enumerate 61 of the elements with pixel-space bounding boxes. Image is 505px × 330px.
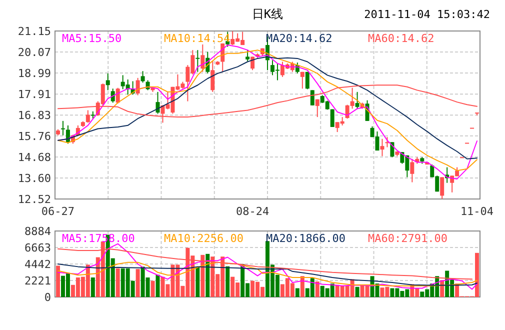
y-tick-label: 16.83	[18, 108, 51, 122]
text: MA60:2791.00	[368, 232, 448, 245]
bar	[156, 274, 160, 297]
y-tick-label: 8884	[24, 224, 52, 238]
chart-subtitle: 2011-11-04 15:03:42	[364, 8, 490, 21]
candlestick	[140, 70, 145, 84]
candlestick	[390, 142, 394, 158]
candlestick	[156, 91, 160, 114]
series-label: MA10:2256.00	[164, 232, 244, 245]
text: MA60:14.62	[368, 32, 434, 45]
y-tick-label: 18.99	[18, 66, 51, 80]
y-tick-label: 17.91	[18, 88, 51, 101]
candlestick	[385, 136, 390, 148]
y-tick-label: 21.15	[18, 24, 51, 38]
candlestick	[196, 50, 200, 72]
bar	[116, 268, 120, 297]
candlestick	[440, 176, 444, 200]
candlestick	[305, 71, 310, 90]
y-tick-label: 0	[44, 290, 51, 304]
y-tick-label: 14.68	[18, 150, 51, 164]
y-tick-label: 12.52	[18, 192, 51, 206]
bar	[315, 282, 320, 297]
candlestick	[410, 158, 414, 183]
y-tick-label: 15.76	[18, 130, 51, 143]
bar	[226, 266, 230, 297]
bar	[300, 276, 304, 297]
y-tick-label: 13.60	[18, 172, 51, 185]
bar	[56, 266, 60, 297]
chart-title: 日K线	[252, 7, 284, 21]
candlestick	[106, 72, 110, 91]
candlestick	[300, 71, 304, 90]
y-tick-label: 4442	[24, 258, 51, 271]
bar	[295, 288, 300, 297]
y-tick-label: 2221	[24, 274, 51, 288]
bar	[206, 254, 210, 297]
candlestick	[200, 44, 205, 72]
candlestick	[380, 138, 384, 157]
y-tick-label: 6663	[24, 241, 51, 254]
candlestick	[66, 124, 70, 144]
candlestick	[330, 108, 334, 128]
candlestick	[250, 56, 255, 71]
text: MA20:1866.00	[266, 232, 346, 245]
bar	[196, 266, 200, 297]
x-tick-label: 06-27	[41, 205, 75, 218]
candlestick	[210, 60, 215, 92]
candlestick	[315, 98, 320, 118]
candlestick	[60, 120, 65, 136]
line-series	[57, 243, 478, 290]
x-tick-label: 11-04	[460, 205, 494, 218]
y-tick-label: 20.07	[18, 46, 51, 59]
candlestick	[110, 88, 115, 104]
text: MA5:15.50	[62, 32, 122, 45]
bar	[136, 269, 140, 297]
candlestick	[246, 50, 250, 62]
bar	[355, 286, 360, 297]
x-tick-label: 08-24	[236, 205, 270, 218]
bar	[150, 280, 155, 297]
candlestick	[86, 110, 90, 124]
candlestick	[310, 90, 314, 106]
bar	[90, 277, 95, 297]
candlestick	[355, 91, 360, 110]
